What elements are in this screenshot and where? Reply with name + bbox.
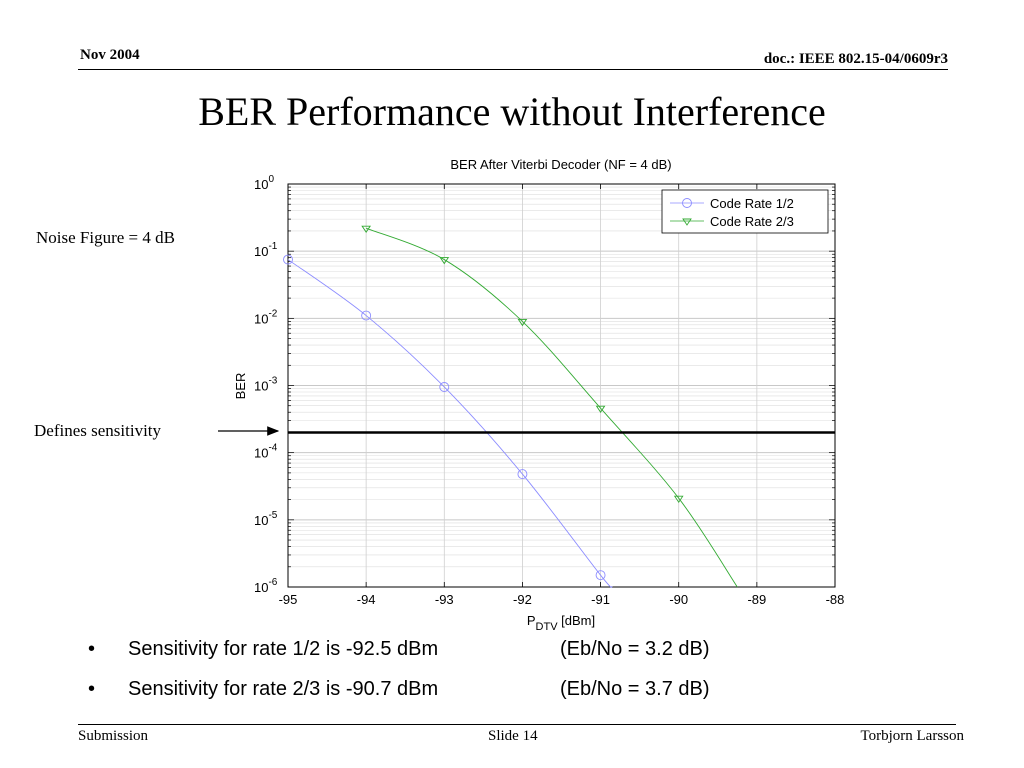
data-point-rate-12 xyxy=(595,570,606,581)
data-point-rate-12 xyxy=(439,382,450,392)
chart-grid xyxy=(287,184,836,588)
y-tick-label-base: 10 xyxy=(254,311,268,326)
legend-box xyxy=(661,189,829,234)
y-tick-label-base: 10 xyxy=(254,177,268,192)
data-point-rate-12 xyxy=(517,469,528,480)
footer-divider xyxy=(78,724,956,725)
data-point-rate-23 xyxy=(439,257,450,265)
data-point-rate-12 xyxy=(361,310,372,321)
x-tick-label: -93 xyxy=(435,592,454,607)
x-tick-label: -91 xyxy=(591,592,610,607)
bullet-marker: • xyxy=(88,678,96,700)
x-tick-label: -88 xyxy=(826,592,845,607)
y-tick-label-base: 10 xyxy=(254,379,268,394)
y-tick-label-exponent: 0 xyxy=(268,174,274,185)
y-tick-label: 10-3 xyxy=(254,376,278,394)
chart-title: BER After Viterbi Decoder (NF = 4 dB) xyxy=(450,157,671,172)
x-tick-label: -92 xyxy=(513,592,532,607)
y-tick-label-base: 10 xyxy=(254,513,268,528)
bullet-ebno: (Eb/No = 3.2 dB) xyxy=(560,638,710,660)
legend-label-rate-23: Code Rate 2/3 xyxy=(710,214,794,229)
x-tick-label: -95 xyxy=(279,592,298,607)
series-line-rate-12 xyxy=(287,259,613,588)
chart-series xyxy=(283,225,738,588)
y-tick-label: 10-4 xyxy=(254,443,278,461)
x-tick-labels: -95 -94 -93 -92 -91 -90 -89 -88 xyxy=(279,592,845,607)
y-tick-label-exponent: -2 xyxy=(268,308,277,319)
y-axis-label: BER xyxy=(233,373,248,400)
x-tick-label: -89 xyxy=(747,592,766,607)
slide-title: BER Performance without Interference xyxy=(198,89,826,134)
x-axis-label-subscript: DTV xyxy=(536,621,559,633)
data-point-rate-23 xyxy=(361,225,371,233)
footer-slide-number: Slide 14 xyxy=(488,728,538,744)
data-point-rate-23 xyxy=(673,495,684,504)
x-axis-label: PDTV [dBm] xyxy=(527,613,595,633)
bullet-text: Sensitivity for rate 2/3 is -90.7 dBm xyxy=(128,678,439,700)
data-point-rate-12 xyxy=(283,254,293,265)
header-divider xyxy=(78,69,948,70)
y-tick-label: 10-6 xyxy=(254,577,278,595)
y-tick-label-base: 10 xyxy=(254,244,268,259)
bullet-ebno: (Eb/No = 3.7 dB) xyxy=(560,678,710,700)
header-doc-id: doc.: IEEE 802.15-04/0609r3 xyxy=(763,51,948,67)
y-tick-label: 10-1 xyxy=(254,241,278,259)
y-tick-label-exponent: -1 xyxy=(268,241,277,252)
y-tick-label-base: 10 xyxy=(254,580,268,595)
chart-ticks xyxy=(287,184,836,588)
bullet-text: Sensitivity for rate 1/2 is -92.5 dBm xyxy=(128,638,439,660)
header-date: Nov 2004 xyxy=(80,47,140,63)
y-tick-label-base: 10 xyxy=(254,446,268,461)
y-tick-label: 100 xyxy=(254,174,274,192)
chart-legend: Code Rate 1/2 Code Rate 2/3 xyxy=(661,189,829,234)
y-tick-label: 10-5 xyxy=(254,510,278,528)
y-tick-label: 10-2 xyxy=(254,308,278,326)
legend-marker-rate-23 xyxy=(682,218,692,226)
sensitivity-label: Defines sensitivity xyxy=(34,421,162,440)
y-tick-label-exponent: -6 xyxy=(268,577,277,588)
legend-marker-rate-12 xyxy=(682,198,692,208)
footer-author: Torbjorn Larsson xyxy=(860,728,964,744)
footer-left: Submission xyxy=(78,728,149,744)
series-line-rate-23 xyxy=(365,227,738,588)
data-point-rate-23 xyxy=(517,318,528,327)
x-tick-label: -94 xyxy=(357,592,376,607)
legend-label-rate-12: Code Rate 1/2 xyxy=(710,196,794,211)
data-point-rate-23 xyxy=(595,405,606,413)
bullet-marker: • xyxy=(88,638,96,660)
y-tick-label-exponent: -3 xyxy=(268,376,277,387)
x-tick-label: -90 xyxy=(669,592,688,607)
y-tick-label-exponent: -5 xyxy=(268,510,277,521)
noise-figure-label: Noise Figure = 4 dB xyxy=(36,228,175,247)
y-tick-label-exponent: -4 xyxy=(268,443,277,454)
